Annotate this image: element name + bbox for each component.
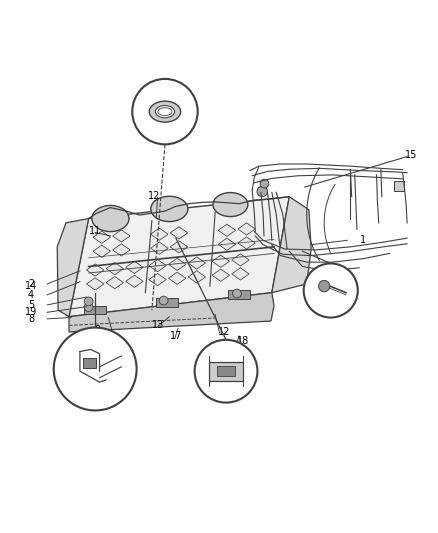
Text: 6: 6 bbox=[127, 349, 133, 359]
Polygon shape bbox=[187, 257, 205, 269]
Ellipse shape bbox=[155, 106, 174, 118]
Text: 14: 14 bbox=[25, 281, 37, 291]
Polygon shape bbox=[231, 268, 249, 280]
Polygon shape bbox=[125, 261, 143, 273]
Ellipse shape bbox=[150, 196, 187, 222]
Polygon shape bbox=[212, 255, 229, 268]
Polygon shape bbox=[106, 277, 123, 289]
Circle shape bbox=[159, 296, 168, 305]
Polygon shape bbox=[218, 238, 235, 251]
Text: 13: 13 bbox=[152, 320, 164, 330]
Text: 11: 11 bbox=[89, 226, 101, 236]
Bar bbox=[83, 358, 96, 368]
Polygon shape bbox=[125, 275, 143, 287]
Circle shape bbox=[194, 340, 257, 402]
Ellipse shape bbox=[212, 192, 247, 216]
Ellipse shape bbox=[92, 205, 129, 232]
Text: 16: 16 bbox=[159, 82, 171, 92]
Circle shape bbox=[84, 303, 93, 311]
Polygon shape bbox=[212, 269, 229, 281]
Polygon shape bbox=[170, 241, 187, 253]
Polygon shape bbox=[69, 197, 289, 317]
Text: 8: 8 bbox=[28, 314, 34, 324]
Bar bbox=[228, 290, 250, 299]
Polygon shape bbox=[69, 293, 273, 332]
Circle shape bbox=[256, 186, 267, 197]
Polygon shape bbox=[187, 271, 205, 283]
Polygon shape bbox=[150, 242, 168, 254]
Polygon shape bbox=[237, 223, 254, 235]
Text: 12: 12 bbox=[217, 327, 230, 337]
Polygon shape bbox=[57, 219, 88, 317]
Polygon shape bbox=[93, 231, 110, 244]
Text: 15: 15 bbox=[404, 150, 417, 160]
Polygon shape bbox=[150, 228, 168, 240]
Polygon shape bbox=[271, 197, 311, 293]
Text: 19: 19 bbox=[230, 348, 243, 358]
Polygon shape bbox=[218, 224, 235, 237]
Circle shape bbox=[232, 289, 241, 298]
Circle shape bbox=[303, 263, 357, 318]
Text: 2: 2 bbox=[28, 279, 34, 289]
Polygon shape bbox=[170, 227, 187, 239]
Text: 10: 10 bbox=[326, 270, 338, 280]
Polygon shape bbox=[168, 258, 185, 270]
Polygon shape bbox=[148, 273, 166, 286]
Bar bbox=[156, 298, 178, 306]
Text: 17: 17 bbox=[170, 332, 182, 341]
Text: 1: 1 bbox=[360, 236, 366, 245]
Circle shape bbox=[259, 179, 268, 188]
Circle shape bbox=[132, 79, 197, 144]
Polygon shape bbox=[168, 272, 185, 285]
Text: 4: 4 bbox=[28, 290, 34, 300]
Bar bbox=[84, 306, 106, 314]
Text: 5: 5 bbox=[28, 300, 34, 310]
Text: 18: 18 bbox=[237, 336, 249, 346]
Circle shape bbox=[84, 297, 93, 306]
Polygon shape bbox=[106, 263, 123, 275]
Polygon shape bbox=[113, 230, 130, 242]
Circle shape bbox=[318, 280, 329, 292]
Text: 9: 9 bbox=[94, 325, 100, 335]
Polygon shape bbox=[148, 260, 166, 272]
Text: 12: 12 bbox=[148, 191, 160, 201]
Polygon shape bbox=[237, 237, 254, 249]
Ellipse shape bbox=[149, 101, 180, 122]
Text: 7: 7 bbox=[240, 355, 246, 365]
Polygon shape bbox=[86, 278, 104, 290]
Bar bbox=[217, 366, 234, 376]
Polygon shape bbox=[113, 244, 130, 256]
Polygon shape bbox=[86, 264, 104, 276]
Circle shape bbox=[53, 328, 136, 410]
Text: 19: 19 bbox=[25, 308, 37, 317]
Polygon shape bbox=[231, 254, 249, 266]
Bar bbox=[393, 181, 403, 191]
Bar bbox=[209, 361, 242, 381]
Polygon shape bbox=[93, 245, 110, 257]
